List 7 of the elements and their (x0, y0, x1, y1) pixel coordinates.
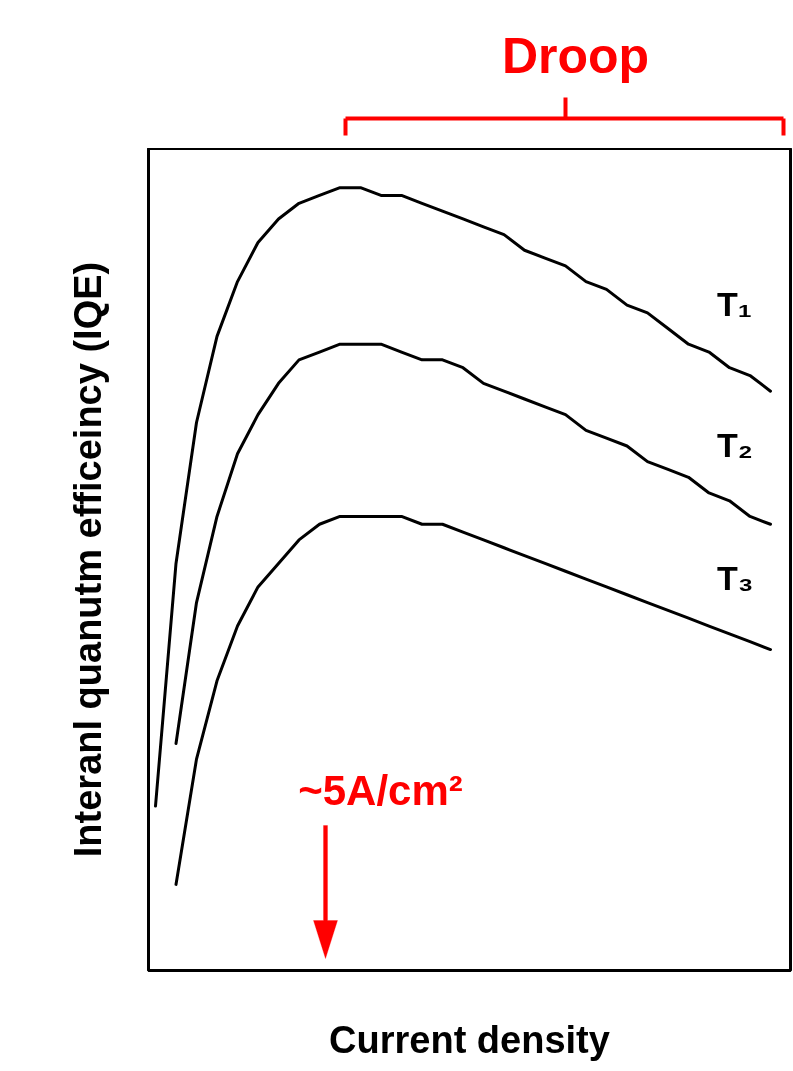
x-axis-title: Current density (329, 1018, 610, 1061)
text: Droop (501, 27, 650, 84)
series-label: T₂ (717, 425, 753, 464)
annotation: ~5A/cm² (298, 767, 463, 814)
series-label: T₁ (717, 285, 752, 324)
y-axis-title: Interanl quanutm efficeincy (IQE) (66, 261, 109, 858)
series-label: T₃ (717, 559, 754, 598)
